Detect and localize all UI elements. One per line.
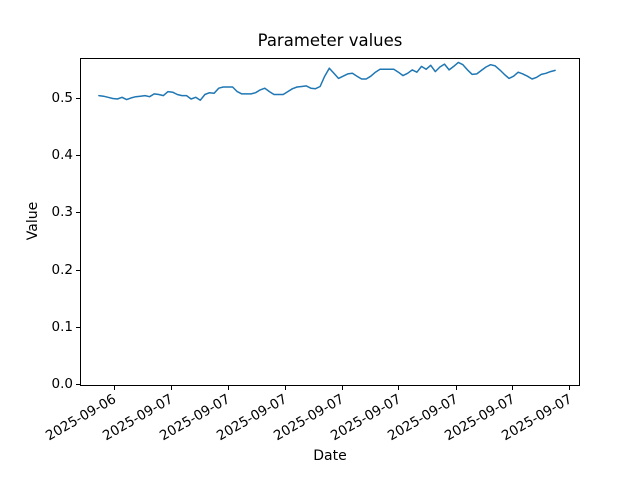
y-tick-label: 0.5: [51, 90, 73, 106]
x-tick-mark: [341, 386, 343, 390]
series-line: [98, 61, 556, 101]
x-tick-mark: [227, 386, 229, 390]
y-tick-mark: [76, 98, 80, 99]
y-tick-mark: [76, 155, 80, 157]
y-tick-mark: [76, 212, 80, 214]
y-tick-label: 0.3: [51, 204, 73, 221]
y-tick-mark: [76, 326, 80, 328]
x-tick-mark: [170, 386, 172, 390]
x-axis-label: Date: [313, 448, 347, 464]
y-tick-mark: [76, 269, 80, 271]
y-tick-label: 0.1: [51, 318, 73, 335]
x-tick-mark: [512, 386, 514, 390]
x-tick-mark: [569, 386, 570, 390]
chart-title: Parameter values: [257, 31, 403, 50]
y-tick-label: 0.0: [51, 376, 73, 392]
y-tick-mark: [76, 384, 80, 385]
x-tick-mark: [113, 386, 115, 390]
x-tick-mark: [284, 386, 286, 390]
y-tick-label: 0.4: [51, 147, 73, 164]
series-line-svg: [98, 61, 556, 101]
y-axis-label: Value: [25, 201, 41, 241]
x-tick-mark: [455, 386, 457, 390]
x-tick-mark: [398, 386, 400, 390]
y-tick-label: 0.2: [51, 261, 73, 278]
plot-area: [80, 58, 580, 386]
